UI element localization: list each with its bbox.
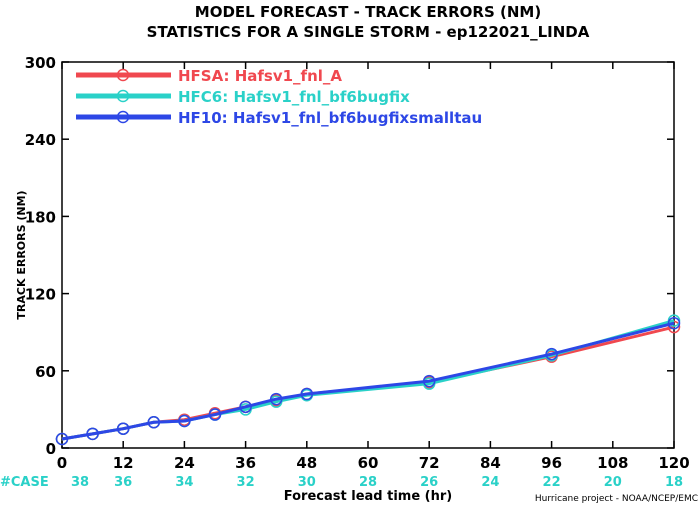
- case-count-value: 30: [298, 475, 316, 490]
- series-3-point: [300, 387, 314, 401]
- x-tick-label: 60: [358, 454, 379, 472]
- x-tick-label: 36: [235, 454, 256, 472]
- series-3-point: [178, 414, 191, 428]
- series-3-point: [545, 347, 558, 361]
- y-axis-label: TRACK ERRORS (NM): [15, 190, 28, 319]
- legend-marker-2: [116, 89, 130, 103]
- series-3-point: [147, 416, 161, 429]
- legend-marker-1: [116, 68, 130, 82]
- legend-marker-3: [116, 110, 130, 124]
- series-3-point: [55, 432, 69, 446]
- footer-credit: Hurricane project - NOAA/NCEP/EMC: [535, 494, 698, 504]
- x-tick-label: 108: [597, 454, 628, 472]
- y-tick-label: 120: [25, 286, 56, 304]
- chart-title: MODEL FORECAST - TRACK ERRORS (NM): [195, 3, 541, 21]
- y-tick-label: 60: [35, 363, 56, 381]
- series-3-point: [208, 408, 222, 421]
- series-3-point: [239, 400, 252, 414]
- case-count-value: 32: [237, 475, 255, 490]
- x-tick-label: 72: [419, 454, 440, 472]
- series-3-point: [422, 374, 436, 388]
- y-tick-label: 240: [25, 131, 56, 149]
- case-count-value: 36: [114, 475, 132, 490]
- x-axis-label: Forecast lead time (hr): [284, 489, 452, 504]
- x-tick-label: 120: [658, 454, 689, 472]
- series-3-point: [86, 427, 99, 441]
- series-3-point: [269, 392, 283, 406]
- x-tick-label: 96: [541, 454, 562, 472]
- chart-subtitle: STATISTICS FOR A SINGLE STORM - ep122021…: [147, 23, 590, 41]
- case-count-value: 20: [604, 475, 622, 490]
- series-3-point: [667, 316, 681, 330]
- case-count-value: 26: [420, 475, 438, 490]
- case-count-value: 28: [359, 475, 377, 490]
- legend-label-2: HFC6: Hafsv1_fnl_bf6bugfix: [178, 88, 410, 106]
- series-3-point: [116, 422, 130, 435]
- y-tick-label: 0: [46, 440, 56, 458]
- x-tick-label: 24: [174, 454, 195, 472]
- y-tick-label: 180: [25, 208, 56, 226]
- x-tick-label: 84: [480, 454, 501, 472]
- case-count-value: 18: [665, 475, 683, 490]
- x-tick-label: 12: [113, 454, 134, 472]
- case-count-value: 24: [481, 475, 499, 490]
- series-line-3: [61, 321, 675, 441]
- case-count-label: #CASE: [0, 475, 49, 490]
- legend-label-3: HF10: Hafsv1_fnl_bf6bugfixsmalltau: [178, 109, 482, 127]
- x-tick-label: 48: [296, 454, 317, 472]
- x-tick-label: 0: [57, 454, 67, 472]
- case-count-value: 34: [175, 475, 193, 490]
- case-count-value: 38: [71, 475, 89, 490]
- legend-label-1: HFSA: Hafsv1_fnl_A: [178, 67, 342, 85]
- y-tick-label: 300: [25, 54, 56, 72]
- case-count-value: 22: [543, 475, 561, 490]
